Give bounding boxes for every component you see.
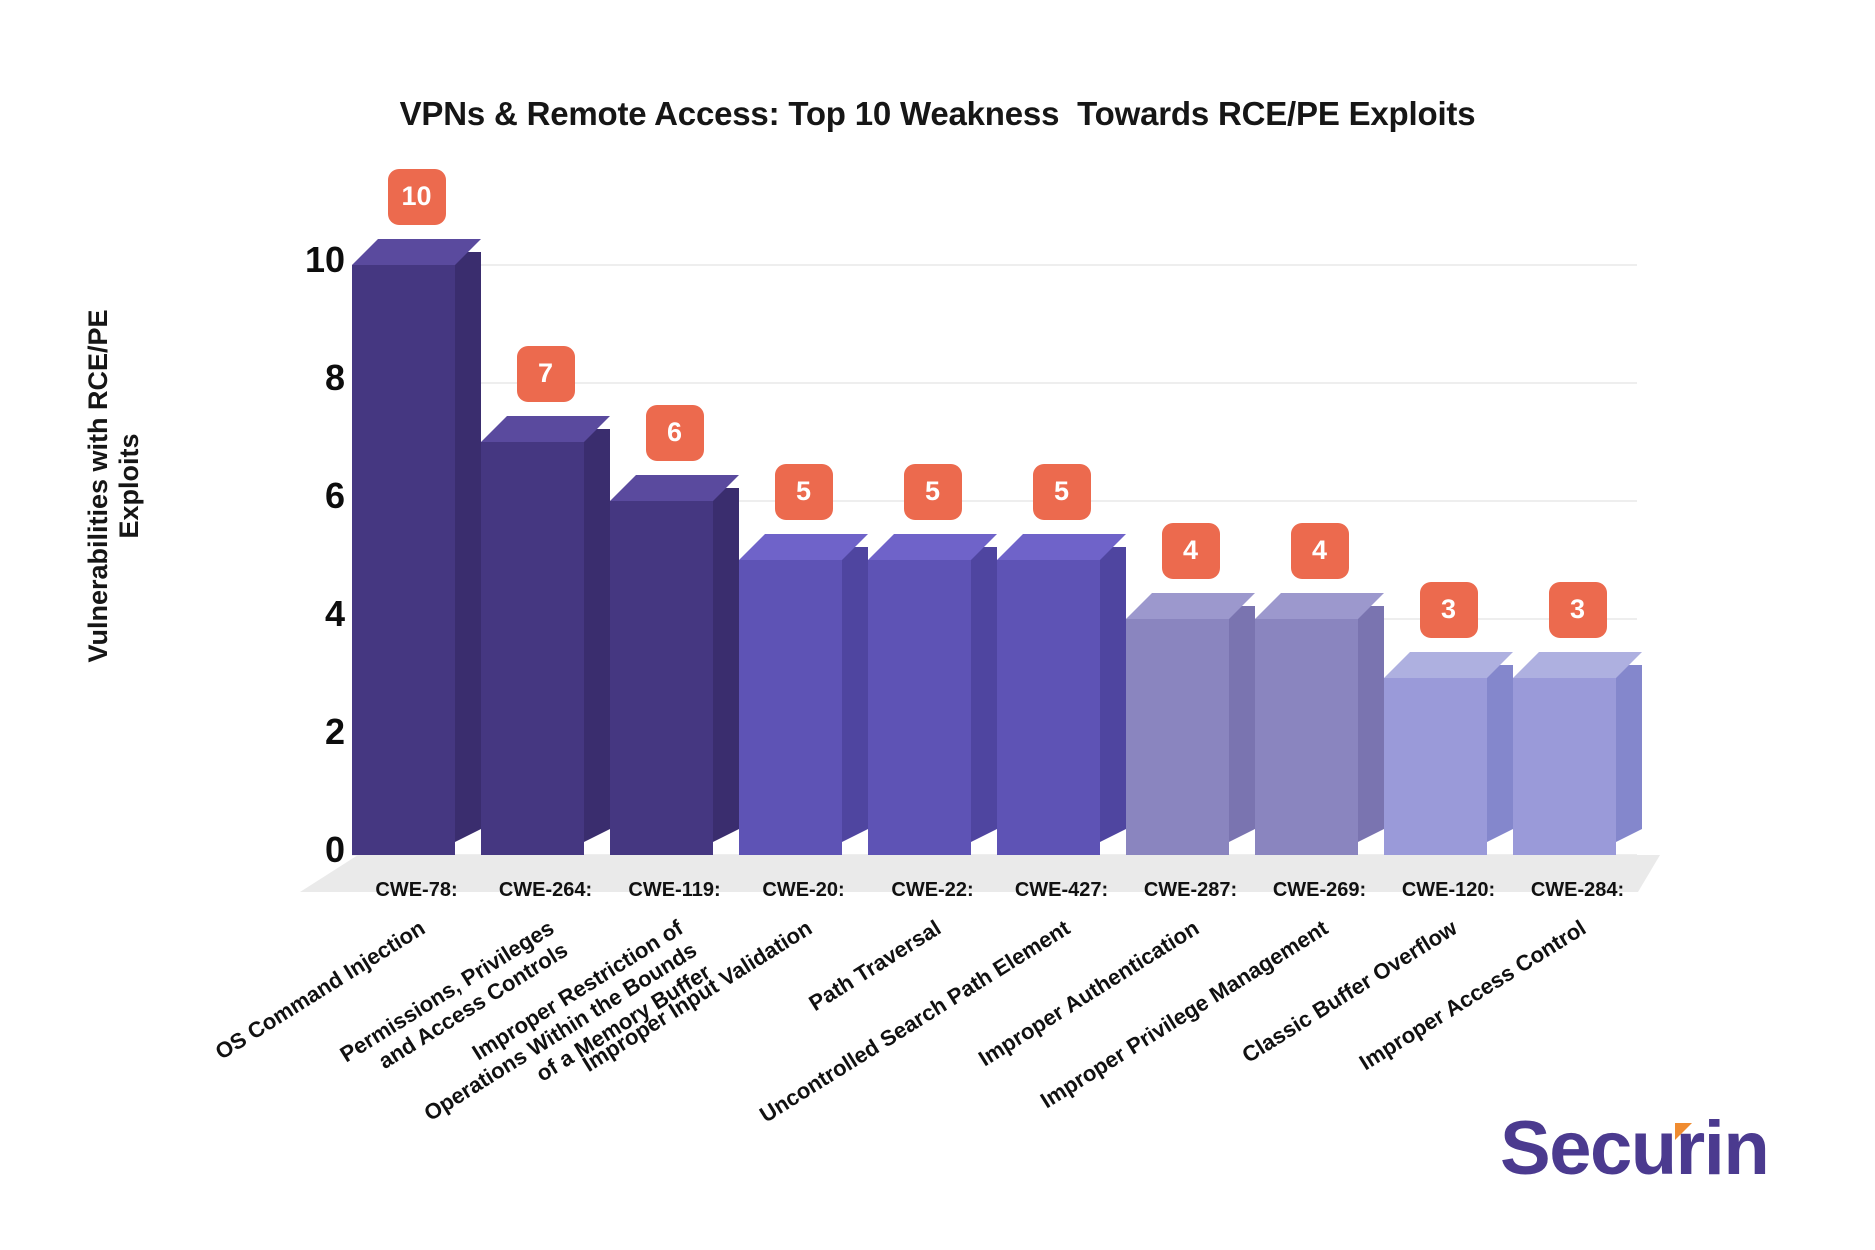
bar-value-badge: 10 [387,169,446,225]
bar-front-face [610,501,713,855]
x-axis-category-label: CWE-22: [891,879,974,901]
y-axis-tick-label: 10 [304,239,345,280]
x-axis-category-label: CWE-20: [762,879,845,901]
x-axis-category-label: CWE-427: [1014,879,1109,901]
bar[interactable] [1384,678,1487,855]
bar[interactable] [868,560,971,855]
gridline [352,382,1637,384]
bar-front-face [997,560,1100,855]
bar-side-face [842,547,868,842]
bar-value-badge: 7 [516,346,575,402]
x-axis-category-label: CWE-269: [1272,879,1367,901]
x-axis-description: Improper Authentication [974,915,1204,1072]
bar-side-face [1229,606,1255,842]
securin-logo-accent-icon [1675,1123,1692,1140]
bar-front-face [1255,619,1358,855]
y-axis-tick-label: 6 [324,475,345,516]
x-axis-description: Improper Access Control [1354,915,1590,1076]
chart-floor [300,855,1660,892]
bar-front-face [1513,678,1616,855]
bar-value-badge: 5 [903,464,962,520]
bar-front-face [1384,678,1487,855]
bar-front-face [739,560,842,855]
bar[interactable] [1513,678,1616,855]
bar[interactable] [610,501,713,855]
bar-side-face [713,488,739,842]
bar-front-face [481,442,584,855]
securin-logo: Securin [1500,1105,1770,1192]
bar-side-face [971,547,997,842]
y-axis-tick-label: 0 [324,829,345,870]
bar-value-badge: 5 [1032,464,1091,520]
bar-front-face [868,560,971,855]
bar-side-face [1616,665,1642,842]
x-axis-category-label: CWE-284: [1530,879,1625,901]
x-axis-category-label: CWE-287: [1143,879,1238,901]
bar-value-badge: 6 [645,405,704,461]
bar-value-badge: 4 [1161,523,1220,579]
bar-front-face [352,265,455,855]
bar-value-badge: 5 [774,464,833,520]
bar-side-face [455,252,481,842]
x-axis-description-line: Improper Access Control [1354,915,1590,1076]
bar-front-face [1126,619,1229,855]
bar[interactable] [739,560,842,855]
bar[interactable] [997,560,1100,855]
x-axis-category-label: CWE-264: [498,879,593,901]
bar-value-badge: 3 [1419,582,1478,638]
bar[interactable] [352,265,455,855]
bar-side-face [1358,606,1384,842]
y-axis-tick-label: 4 [324,593,345,634]
bar[interactable] [481,442,584,855]
x-axis-description: Classic Buffer Overflow [1237,915,1461,1069]
y-axis-tick-label: 8 [324,357,345,398]
bar-side-face [1487,665,1513,842]
x-axis-description-line: Improper Authentication [973,915,1203,1072]
x-axis-category-label: CWE-119: [628,879,721,901]
gridline [352,500,1637,502]
x-axis-category-label: CWE-78: [375,879,458,901]
gridline [352,264,1637,266]
bar-side-face [584,429,610,842]
bar[interactable] [1126,619,1229,855]
page-title: VPNs & Remote Access: Top 10 Weakness To… [399,95,1476,132]
bar-value-badge: 3 [1548,582,1607,638]
securin-logo-text: Securin [1500,1106,1770,1191]
x-axis-description-line: Classic Buffer Overflow [1237,915,1461,1068]
y-axis-tick-label: 2 [324,711,345,752]
bar-value-badge: 4 [1290,523,1349,579]
x-axis-category-label: CWE-120: [1401,879,1496,901]
bar-side-face [1100,547,1126,842]
bar[interactable] [1255,619,1358,855]
